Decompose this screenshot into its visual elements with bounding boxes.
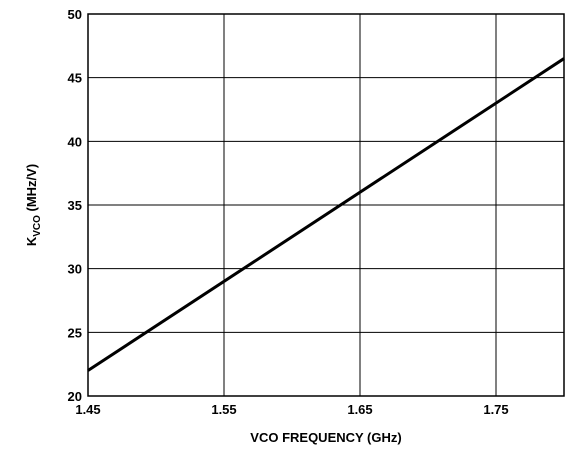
series-group <box>87 57 565 372</box>
x-tick-label: 1.65 <box>347 402 372 417</box>
grid <box>87 13 565 397</box>
y-tick-label: 35 <box>68 198 82 213</box>
x-tick-label: 1.45 <box>75 402 100 417</box>
x-tick-label: 1.55 <box>211 402 236 417</box>
x-tick-label: 1.75 <box>483 402 508 417</box>
series-line <box>87 57 565 372</box>
y-tick-labels: 20 25 30 35 40 45 50 <box>68 7 82 404</box>
y-axis-title-main: K <box>24 236 39 246</box>
y-tick-label: 50 <box>68 7 82 22</box>
y-axis-title: KVCO (MHz/V) <box>24 164 43 246</box>
y-tick-label: 40 <box>68 134 82 149</box>
x-tick-labels: 1.45 1.55 1.65 1.75 <box>75 402 508 417</box>
y-axis-title-subscript: VCO <box>32 215 43 237</box>
x-axis-title: VCO FREQUENCY (GHz) <box>250 430 401 445</box>
y-tick-label: 30 <box>68 262 82 277</box>
y-tick-label: 45 <box>68 71 82 86</box>
y-tick-label: 25 <box>68 325 82 340</box>
y-tick-label: 20 <box>68 389 82 404</box>
y-axis-title-units: (MHz/V) <box>24 164 39 215</box>
plot-frame <box>87 13 565 397</box>
